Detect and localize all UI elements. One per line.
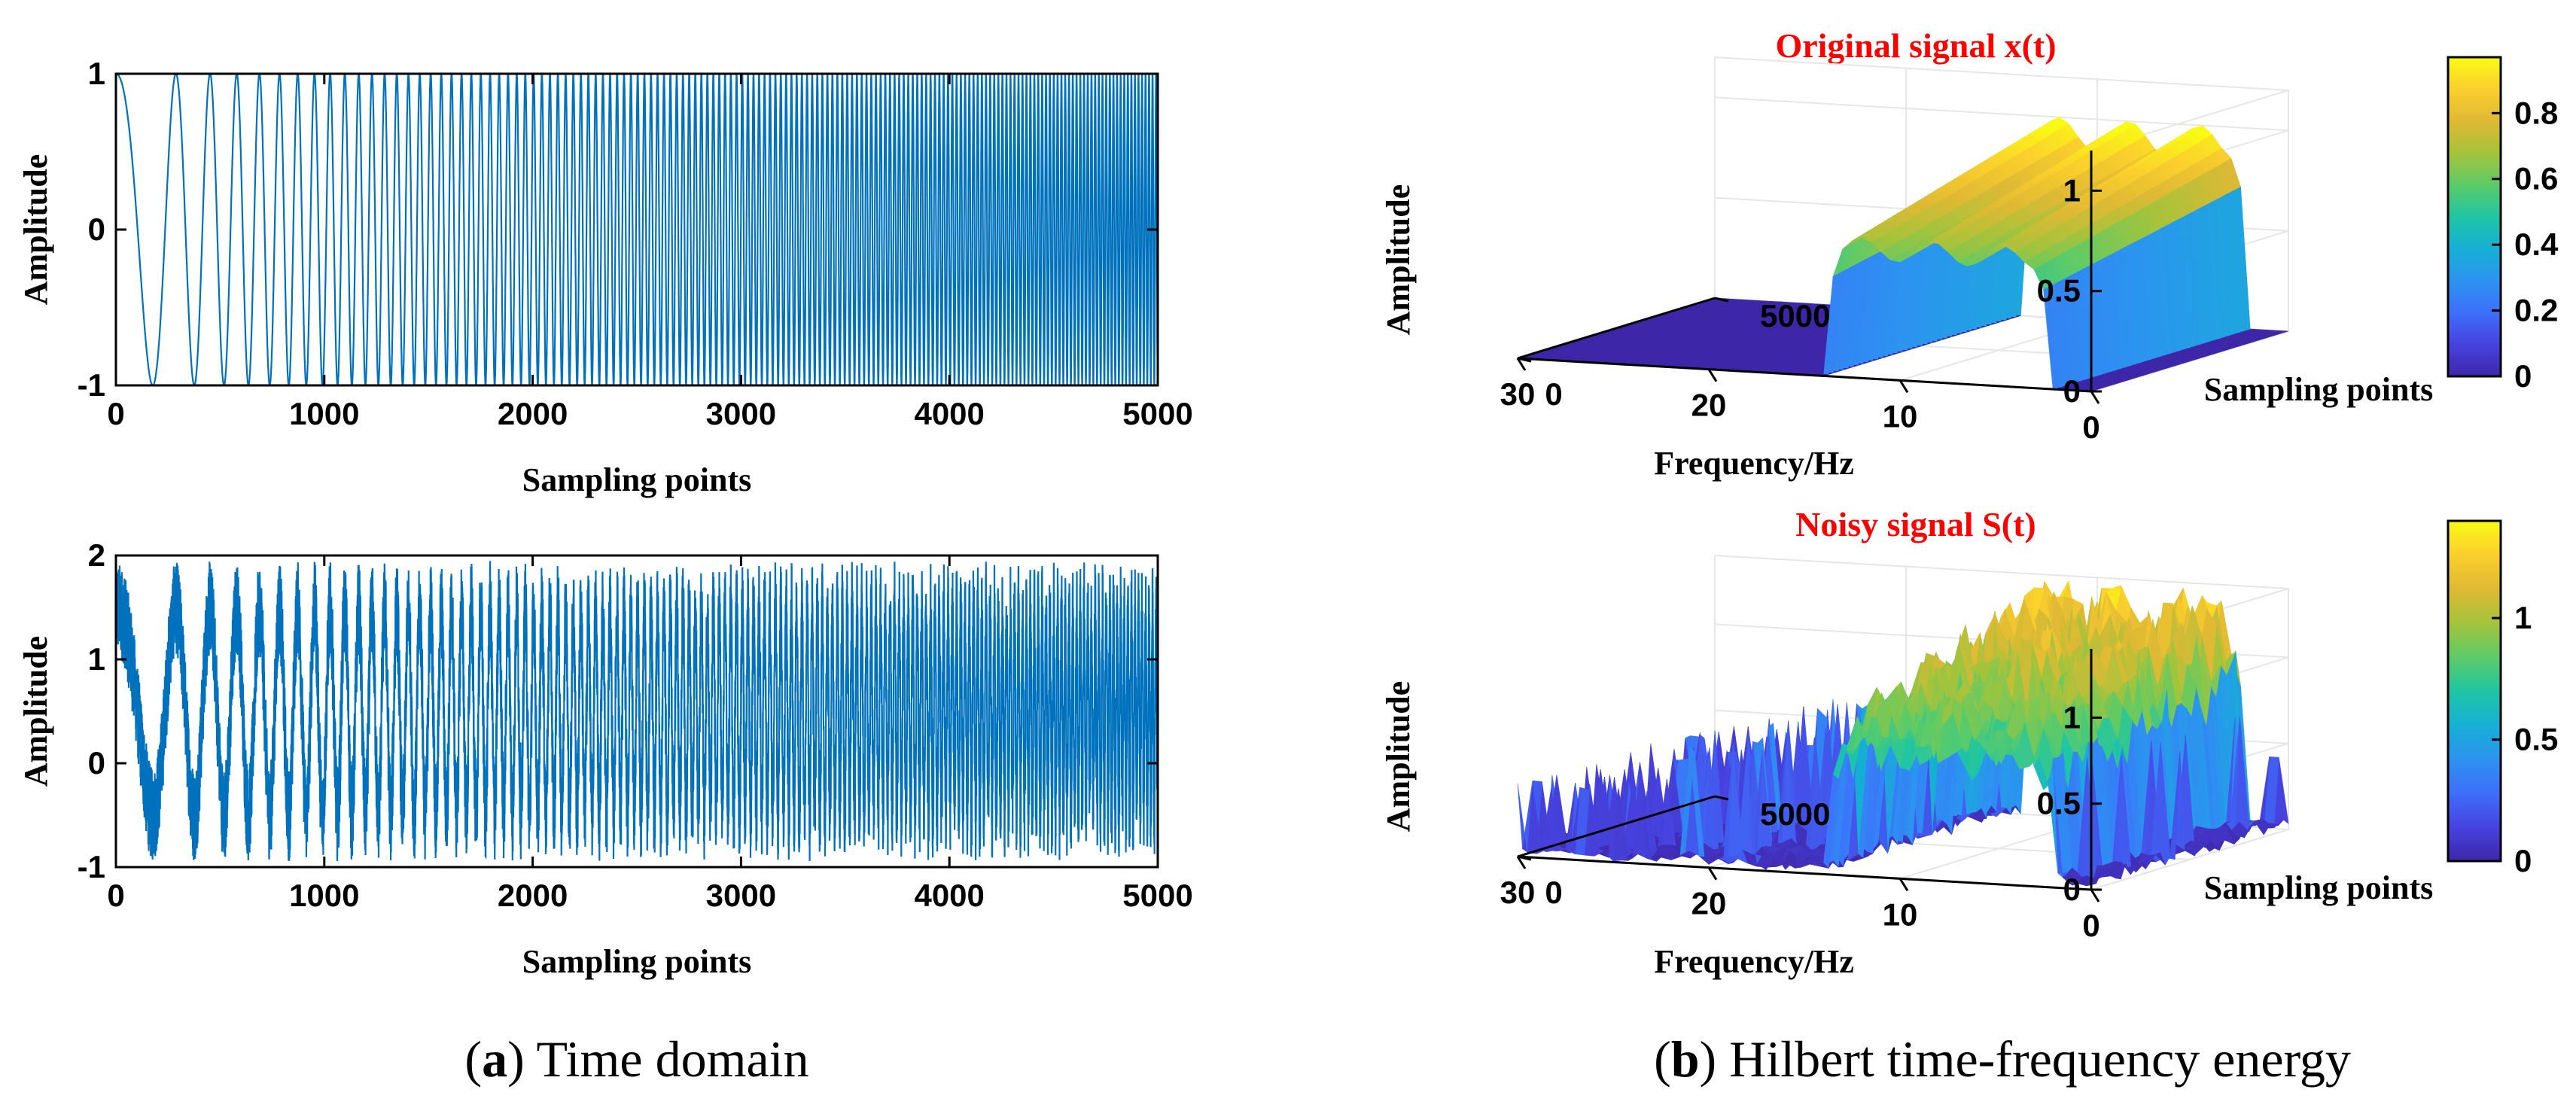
signal-line bbox=[116, 74, 1158, 385]
x-tick-mark bbox=[2090, 889, 2100, 902]
colorbar-tick-label: 0.6 bbox=[2514, 161, 2558, 196]
x-tick-label: 0 bbox=[107, 396, 124, 431]
x-tick-mark bbox=[1707, 866, 1718, 881]
z-tick-label: 0 bbox=[2063, 872, 2081, 907]
y-axis-label: Amplitude bbox=[17, 636, 54, 787]
signal-trace bbox=[116, 74, 1158, 385]
y-tick-label: 1 bbox=[88, 56, 105, 91]
surface-mesh bbox=[1517, 117, 2289, 392]
colorbar-tick-label: 0.5 bbox=[2514, 722, 2558, 757]
colorbar-tick-label: 0 bbox=[2514, 358, 2532, 394]
chart-title: Noisy signal S(t) bbox=[1795, 505, 2036, 543]
z-tick-label: 0.5 bbox=[2037, 273, 2081, 309]
x-axis-label: Sampling points bbox=[522, 943, 751, 980]
colorbar-tick-label: 0 bbox=[2514, 843, 2532, 878]
x-tick-label: 20 bbox=[1691, 886, 1727, 921]
z-axis-label: Amplitude bbox=[1380, 184, 1417, 335]
x-ticks: 0 1000 2000 3000 4000 5000 bbox=[107, 74, 1193, 431]
z-tick-label: 1 bbox=[2063, 699, 2081, 735]
x-tick-mark bbox=[2090, 391, 2100, 404]
y-tick-label: 0 bbox=[88, 745, 105, 781]
colorbar-tick-label: 0.2 bbox=[2514, 293, 2558, 328]
colorbar-tick-label: 0.8 bbox=[2514, 95, 2558, 130]
colorbar: 00.51 bbox=[2447, 519, 2558, 878]
y-tick-label: 0 bbox=[88, 212, 105, 247]
caption-a-text: Time domain bbox=[536, 1030, 808, 1088]
x-tick-label: 1000 bbox=[289, 396, 359, 431]
signal-line bbox=[116, 561, 1158, 861]
x-tick-label: 5000 bbox=[1122, 878, 1192, 913]
colorbar-gradient bbox=[2447, 56, 2502, 378]
caption-b: (b) Hilbert time-frequency energy bbox=[1654, 1030, 2351, 1088]
x-tick-label: 4000 bbox=[914, 396, 984, 431]
x-tick-mark bbox=[1899, 379, 1909, 394]
y-axis-label: Amplitude bbox=[17, 154, 54, 305]
x-tick-label: 2000 bbox=[498, 878, 568, 913]
y-axis-label: Sampling points bbox=[2204, 869, 2433, 906]
x-tick-label: 4000 bbox=[914, 878, 984, 913]
z-axis-label: Amplitude bbox=[1380, 681, 1417, 832]
y-ticks: -1 0 1 2 bbox=[78, 537, 1158, 884]
x-axis-label: Frequency/Hz bbox=[1654, 445, 1854, 482]
plot-frame bbox=[114, 554, 1159, 869]
z-tick-label: 0 bbox=[2063, 373, 2081, 409]
y-tick-label: 2 bbox=[88, 537, 105, 573]
chart-title: Original signal x(t) bbox=[1775, 26, 2056, 65]
x-tick-label: 0 bbox=[2082, 908, 2099, 943]
x-tick-label: 1000 bbox=[289, 878, 359, 913]
colorbar-gradient bbox=[2447, 519, 2502, 863]
colorbar: 0 0.2 0.4 0.6 0.8 bbox=[2447, 56, 2559, 394]
y-tick-label: -1 bbox=[78, 367, 105, 403]
x-tick-mark bbox=[1707, 368, 1718, 382]
colorbar-tick-label: 1 bbox=[2514, 600, 2532, 635]
x-ticks: 0 1000 2000 3000 4000 5000 bbox=[107, 555, 1193, 913]
y-ticks: -1 0 1 bbox=[78, 56, 1158, 403]
caption-a-letter: a bbox=[482, 1030, 507, 1088]
y-tick-label: 5000 bbox=[1760, 298, 1830, 333]
x-tick-label: 0 bbox=[2082, 409, 2099, 445]
y-tick-label: -1 bbox=[78, 849, 105, 884]
colorbar-tick-label: 0.4 bbox=[2514, 227, 2559, 262]
x-axis-label: Sampling points bbox=[522, 461, 751, 498]
z-tick-label: 0.5 bbox=[2037, 786, 2081, 821]
z-tick-label: 1 bbox=[2063, 172, 2081, 208]
x-tick-label: 2000 bbox=[498, 396, 568, 431]
y-tick-label: 5000 bbox=[1760, 796, 1830, 832]
x-tick-label: 3000 bbox=[706, 878, 776, 913]
y-tick-label: 0 bbox=[1545, 875, 1562, 910]
y-tick-label: 0 bbox=[1545, 376, 1562, 412]
x-tick-label: 20 bbox=[1691, 388, 1727, 423]
caption-a: (a) Time domain bbox=[464, 1030, 808, 1088]
y-axis-label: Sampling points bbox=[2204, 371, 2433, 408]
caption-b-letter: b bbox=[1671, 1030, 1700, 1088]
x-tick-label: 30 bbox=[1500, 376, 1536, 412]
x-tick-label: 3000 bbox=[706, 396, 776, 431]
x-tick-label: 10 bbox=[1883, 896, 1918, 932]
x-axis-label: Frequency/Hz bbox=[1654, 943, 1854, 980]
x-tick-mark bbox=[1899, 878, 1909, 892]
x-tick-label: 0 bbox=[107, 878, 124, 913]
time-domain-original-chart: -101 0 1000 2000 3000 4000 5000 Sampling poin… bbox=[17, 56, 1193, 498]
x-tick-label: 10 bbox=[1883, 398, 1918, 434]
x-tick-label: 5000 bbox=[1122, 396, 1192, 431]
y-tick-label: 1 bbox=[88, 641, 105, 677]
caption-b-text: Hilbert time-frequency energy bbox=[1729, 1030, 2351, 1088]
x-tick-label: 30 bbox=[1500, 875, 1536, 910]
signal-trace bbox=[116, 561, 1158, 861]
